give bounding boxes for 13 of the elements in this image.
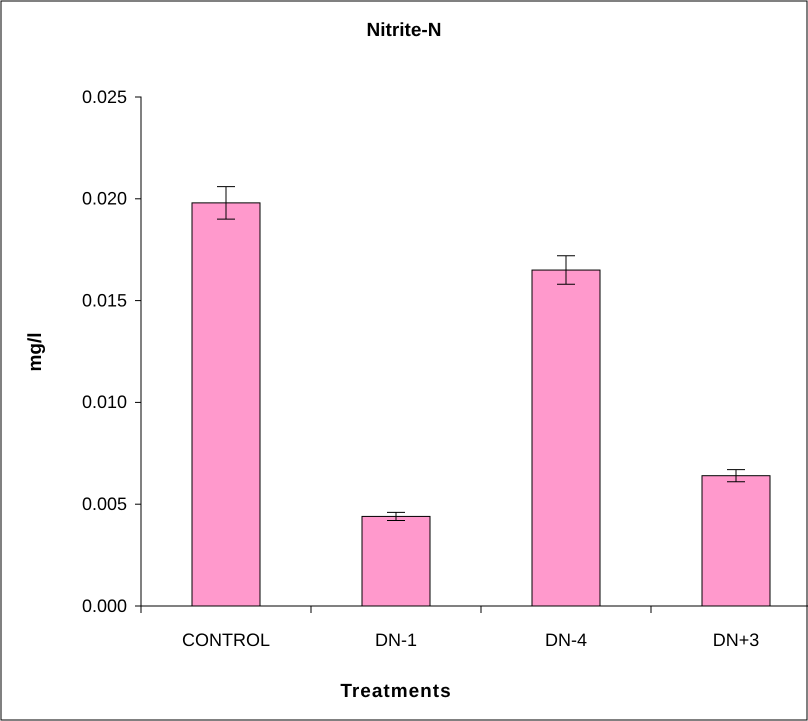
x-tick-label: CONTROL — [182, 630, 270, 650]
y-tick-label: 0.025 — [82, 86, 127, 107]
y-tick-label: 0.020 — [82, 188, 127, 209]
x-tick-label: DN-1 — [374, 630, 418, 650]
x-axis-title: Treatments — [340, 681, 452, 702]
y-tick-label: 0.005 — [82, 494, 127, 514]
chart-title: Nitrite-N — [366, 20, 442, 41]
y-axis-title: mg/l — [25, 332, 46, 372]
y-tick-label: 0.010 — [82, 392, 127, 412]
x-tick-label: DN+3 — [712, 630, 760, 650]
y-tick-label: 0.000 — [82, 596, 127, 616]
y-tick-label: 0.015 — [82, 290, 127, 310]
x-tick-label: DN-4 — [544, 630, 588, 650]
